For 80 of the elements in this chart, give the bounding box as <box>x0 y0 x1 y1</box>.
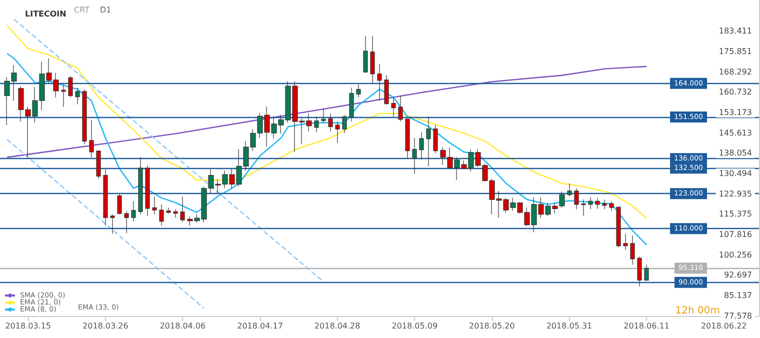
candlestick <box>574 188 579 210</box>
candlestick <box>637 256 642 287</box>
candlestick <box>609 200 614 212</box>
candlestick <box>630 235 635 265</box>
y-tick-label: 168.292 <box>718 67 752 76</box>
line-series <box>6 66 648 158</box>
line-series <box>6 52 648 246</box>
y-tick-label: 77.578 <box>724 311 752 320</box>
y-tick-label: 145.613 <box>718 128 752 138</box>
y-tick-label: 100.256 <box>718 250 752 260</box>
candlestick <box>433 124 438 154</box>
candlestick <box>398 95 403 122</box>
annotation: D1 <box>100 6 112 14</box>
annotation: 12h 00m <box>675 306 720 316</box>
candlestick <box>173 208 178 218</box>
candlestick <box>602 199 607 210</box>
candlestick <box>166 207 171 214</box>
candlestick <box>75 87 80 105</box>
candlestick <box>138 157 143 215</box>
candlestick <box>335 121 340 144</box>
candlestick <box>567 183 572 197</box>
x-tick-label: 2018.03.26 <box>82 322 128 330</box>
candlestick <box>426 116 431 167</box>
candlestick <box>314 116 319 133</box>
candlestick <box>68 76 73 98</box>
y-tick-label: 85.137 <box>724 290 752 300</box>
candlestick <box>145 165 150 216</box>
candlestick <box>342 114 347 134</box>
x-tick-label: 2018.04.17 <box>237 322 283 330</box>
y-tick-label: 153.173 <box>718 108 752 117</box>
x-tick-label: 2018.03.15 <box>5 322 52 330</box>
candlestick <box>595 198 600 209</box>
candlestick <box>124 210 129 234</box>
y-tick-label: 130.494 <box>718 168 752 178</box>
y-tick-label: 175.851 <box>718 47 752 56</box>
candlestick <box>103 169 108 226</box>
candlestick <box>61 84 66 108</box>
candlestick <box>644 264 649 282</box>
x-tick-label: 2018.05.20 <box>469 322 515 330</box>
candlestick <box>616 206 621 248</box>
candlestick <box>89 120 94 158</box>
y-tick-label: 160.732 <box>718 88 752 97</box>
candlestick <box>180 196 185 223</box>
candlestick <box>588 197 593 210</box>
candlestick <box>623 233 628 250</box>
candlestick <box>349 87 354 122</box>
y-tick-label: 138.054 <box>718 148 752 158</box>
candlestick <box>152 196 157 215</box>
candlestick <box>321 108 326 124</box>
candlestick <box>82 88 87 145</box>
y-tick-label: 183.411 <box>718 26 752 36</box>
candlestick <box>356 84 361 98</box>
candlestick <box>377 64 382 101</box>
candlestick <box>159 204 164 226</box>
line-series <box>6 24 648 219</box>
x-tick-label: 2018.06.11 <box>624 322 670 330</box>
x-tick-label: 2018.04.28 <box>314 322 360 330</box>
x-tick-label: 2018.05.31 <box>546 322 592 330</box>
candlestick <box>384 75 389 105</box>
candlestick <box>370 35 375 84</box>
candlestick <box>96 150 101 179</box>
y-tick-label: 107.816 <box>718 230 752 239</box>
text: LITECOIN <box>25 10 66 18</box>
candlestick <box>117 194 122 215</box>
y-tick-label: 115.375 <box>718 210 752 219</box>
candlestick <box>391 96 396 118</box>
candlestick <box>131 200 136 222</box>
candlestick <box>581 199 586 216</box>
y-tick-label: 122.935 <box>718 189 752 198</box>
x-tick-label: 2018.04.06 <box>160 322 206 330</box>
candlestick <box>328 113 333 132</box>
candlestick <box>363 35 368 74</box>
candlestick <box>412 138 417 174</box>
candlestick <box>110 214 115 234</box>
annotation: CRT <box>74 6 90 14</box>
candlestick <box>405 118 410 159</box>
y-tick-label: 92.697 <box>724 270 752 280</box>
candlestick <box>419 132 424 160</box>
x-tick-label: 2018.05.09 <box>392 322 438 330</box>
x-tick-label: 2018.06.22 <box>700 322 747 330</box>
